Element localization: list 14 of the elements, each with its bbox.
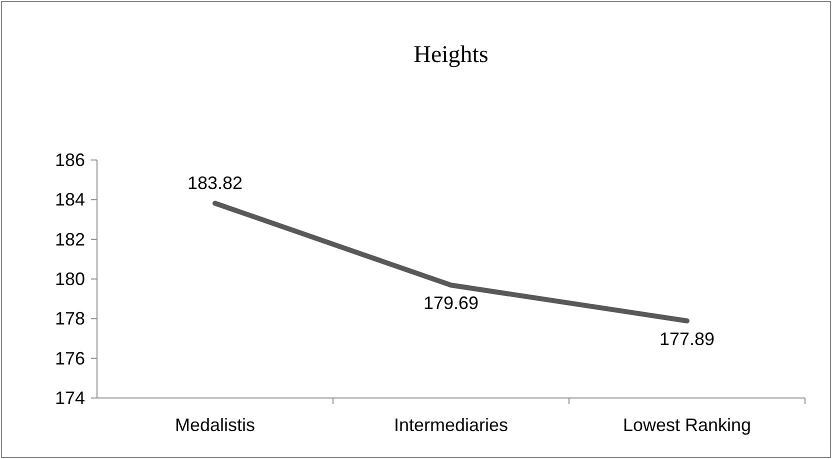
chart-title: Heights (414, 42, 488, 68)
x-tick-label: Intermediaries (394, 415, 508, 435)
data-label: 177.89 (659, 328, 715, 349)
y-tick-label: 184 (54, 190, 85, 210)
y-tick-label: 178 (54, 308, 85, 329)
y-tick-label: 186 (54, 150, 85, 170)
y-tick-label: 180 (54, 269, 85, 289)
data-label: 179.69 (423, 293, 479, 314)
x-tick-label: Lowest Ranking (622, 415, 752, 435)
x-tick-label: Medalistis (174, 415, 256, 435)
y-tick-label: 182 (54, 229, 85, 250)
y-tick-label: 174 (54, 388, 85, 408)
data-label: 183.82 (187, 173, 243, 194)
y-tick-label: 176 (54, 348, 85, 368)
